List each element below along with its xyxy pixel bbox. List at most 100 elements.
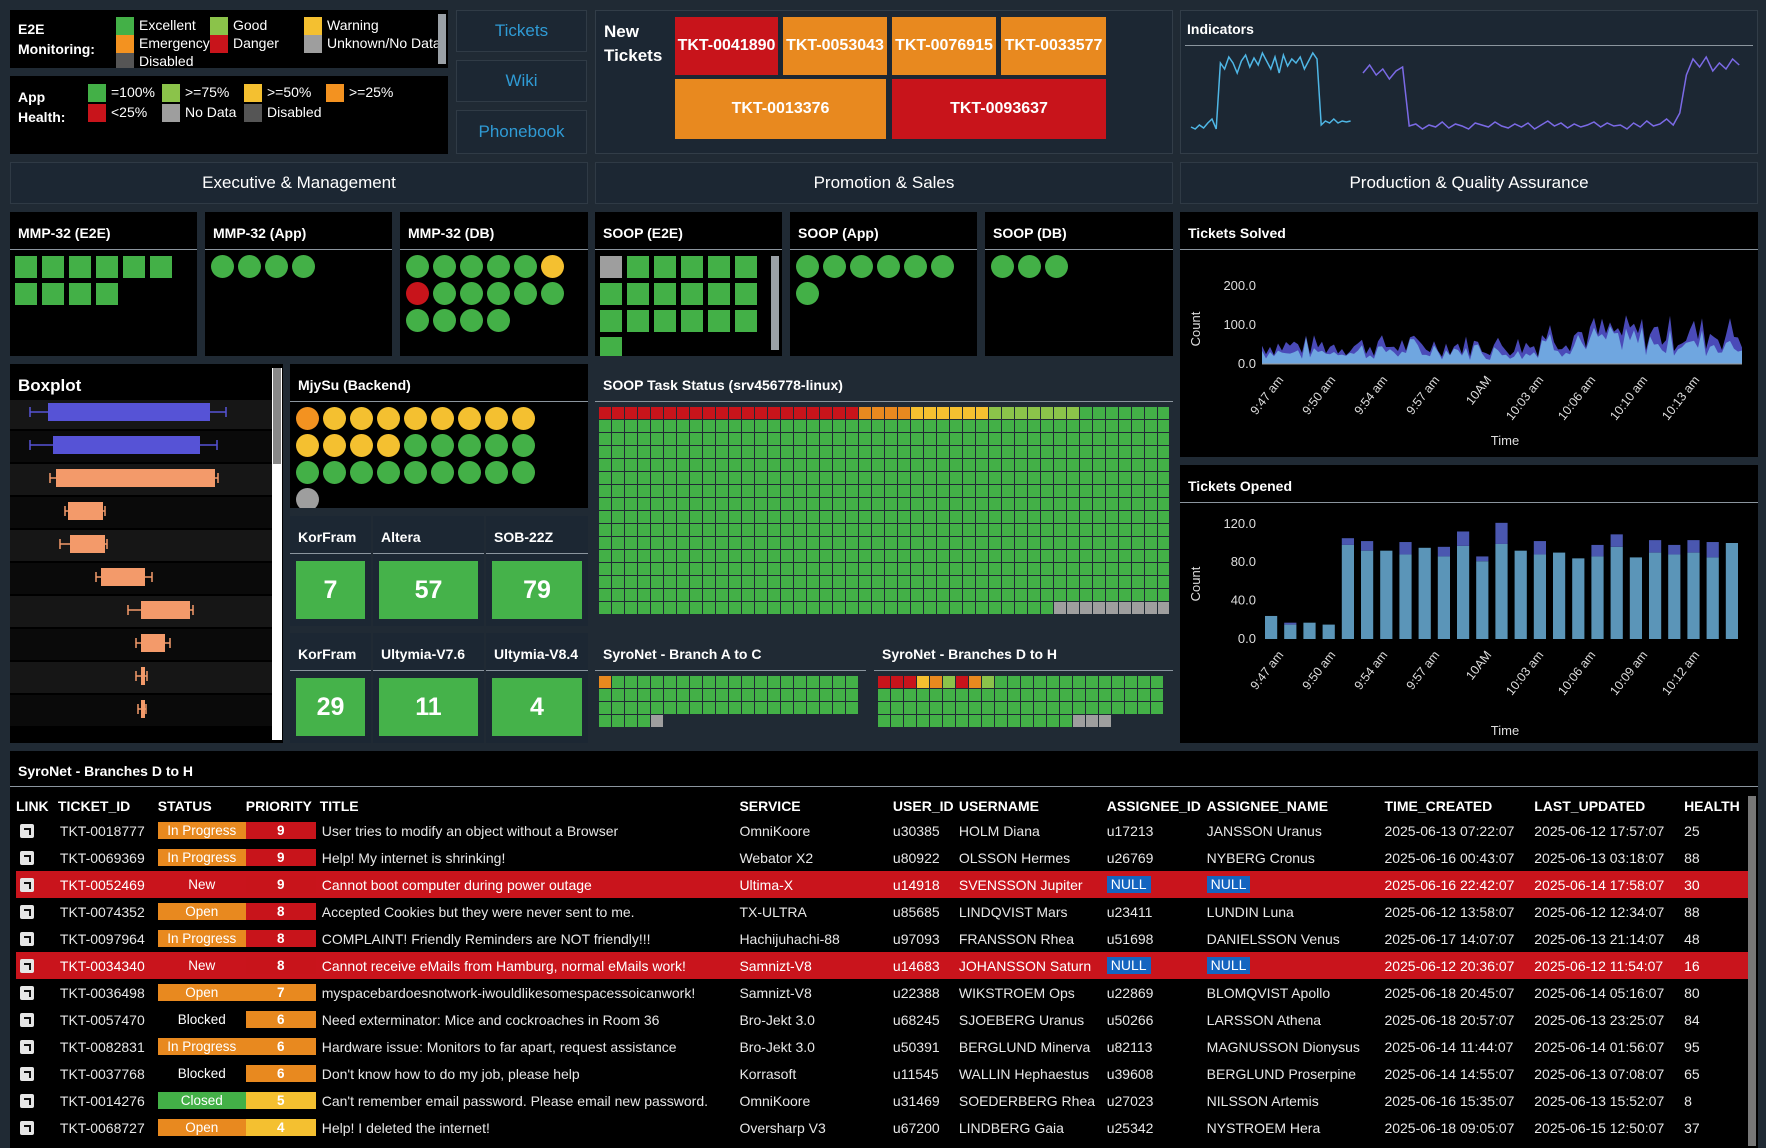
table-row[interactable]: TKT-0074352 Open 8 Accepted Cookies but the… bbox=[16, 898, 1754, 925]
bar bbox=[1591, 556, 1604, 639]
ticket-id: TKT-0034340 bbox=[57, 952, 158, 979]
new-ticket-button[interactable]: TKT-0041890 bbox=[675, 17, 778, 75]
kpi-tile[interactable]: KorFram 7 bbox=[290, 516, 371, 626]
kpi-tile[interactable]: Altera 57 bbox=[373, 516, 484, 626]
kpi-tile[interactable]: Ultymia-V8.4 4 bbox=[486, 633, 588, 743]
open-link-icon[interactable] bbox=[20, 1067, 34, 1081]
boxplot-scroll-track[interactable] bbox=[272, 368, 282, 740]
bar bbox=[1476, 561, 1489, 639]
table-row[interactable]: TKT-0069369 In Progress 9 Help! My internet… bbox=[16, 844, 1754, 871]
ticket-title: Help! My internet is shrinking! bbox=[321, 849, 506, 866]
status-badge: In Progress bbox=[157, 1038, 246, 1055]
table-row[interactable]: TKT-0052469 New 9 Cannot boot computer duri… bbox=[16, 871, 1754, 898]
legend-swatch bbox=[116, 35, 134, 54]
legend-swatch bbox=[88, 104, 106, 123]
column-header[interactable]: TITLE bbox=[319, 798, 359, 814]
kpi-tile[interactable]: Ultymia-V7.6 11 bbox=[373, 633, 484, 743]
open-link-icon[interactable] bbox=[20, 959, 34, 973]
status-dot bbox=[433, 282, 456, 305]
bar bbox=[1303, 622, 1316, 639]
soop-db-panel[interactable]: SOOP (DB) bbox=[985, 212, 1173, 356]
assignee-id: u27023 bbox=[1106, 1092, 1154, 1109]
boxplot-scrollbar[interactable] bbox=[273, 368, 281, 464]
nav-phonebook-button[interactable]: Phonebook bbox=[456, 110, 587, 154]
open-link-icon[interactable] bbox=[20, 932, 34, 946]
open-link-icon[interactable] bbox=[20, 1013, 34, 1027]
column-header[interactable]: LAST_UPDATED bbox=[1534, 798, 1646, 814]
assignee-id: u25342 bbox=[1106, 1119, 1154, 1136]
nav-wiki-button[interactable]: Wiki bbox=[456, 60, 587, 102]
mmp32-db-panel[interactable]: MMP-32 (DB) bbox=[400, 212, 588, 356]
username: SOEDERBERG Rhea bbox=[958, 1092, 1096, 1109]
open-link-icon[interactable] bbox=[20, 986, 34, 1000]
table-row[interactable]: TKT-0037768 Blocked 6 Don't know how to do … bbox=[16, 1060, 1754, 1087]
table-row[interactable]: TKT-0018777 In Progress 9 User tries to mod… bbox=[16, 817, 1754, 844]
panel-title: MMP-32 (App) bbox=[205, 212, 392, 250]
legend-swatch bbox=[162, 104, 180, 123]
open-link-icon[interactable] bbox=[20, 1094, 34, 1108]
ticket-id: TKT-0068727 bbox=[59, 1119, 145, 1136]
open-link-icon[interactable] bbox=[20, 1040, 34, 1054]
table-row[interactable]: TKT-0082831 In Progress 6 Hardware issue: M… bbox=[16, 1033, 1754, 1060]
table-row[interactable]: TKT-0034340 New 8 Cannot receive eMails fro… bbox=[16, 952, 1754, 979]
table-scrollbar[interactable] bbox=[1748, 796, 1756, 1146]
table-row[interactable]: TKT-0014276 Closed 5 Can't remember email p… bbox=[16, 1087, 1754, 1114]
column-header[interactable]: ASSIGNEE_NAME bbox=[1206, 798, 1329, 814]
last-updated: 2025-06-15 12:50:07 bbox=[1534, 1119, 1665, 1136]
ticket-id: TKT-0057470 bbox=[59, 1011, 145, 1028]
open-link-icon[interactable] bbox=[20, 878, 34, 892]
column-header[interactable]: LINK bbox=[16, 798, 49, 814]
column-header[interactable]: USERNAME bbox=[958, 798, 1039, 814]
table-row[interactable]: TKT-0057470 Blocked 6 Need exterminator: Mi… bbox=[16, 1006, 1754, 1033]
new-ticket-button[interactable]: TKT-0076915 bbox=[892, 17, 996, 75]
kpi-tile[interactable]: KorFram 29 bbox=[290, 633, 371, 743]
bar bbox=[1610, 546, 1623, 639]
open-link-icon[interactable] bbox=[20, 824, 34, 838]
new-tickets-label: New Tickets bbox=[604, 22, 663, 65]
new-ticket-button[interactable]: TKT-0093637 bbox=[892, 79, 1106, 139]
new-ticket-button[interactable]: TKT-0033577 bbox=[1001, 17, 1106, 75]
priority-badge: 8 bbox=[245, 930, 316, 947]
table-row[interactable]: TKT-0097964 In Progress 8 COMPLAINT! Friend… bbox=[16, 925, 1754, 952]
user-id: u85685 bbox=[892, 903, 940, 920]
soop-task-status-panel[interactable]: SOOP Task Status (srv456778-linux) bbox=[595, 364, 1173, 625]
column-header[interactable]: TIME_CREATED bbox=[1384, 798, 1493, 814]
app-health-legend-label: App Health: bbox=[18, 89, 66, 125]
e2e-legend-scrollbar[interactable] bbox=[438, 14, 446, 64]
column-header[interactable]: PRIORITY bbox=[245, 798, 312, 814]
status-dot bbox=[541, 282, 564, 305]
column-header[interactable]: TICKET_ID bbox=[57, 798, 131, 814]
mmp32-app-panel[interactable]: MMP-32 (App) bbox=[205, 212, 392, 356]
mmp32-e2e-panel[interactable]: MMP-32 (E2E) bbox=[10, 212, 197, 356]
nav-tickets-button[interactable]: Tickets bbox=[456, 10, 587, 52]
new-ticket-button[interactable]: TKT-0013376 bbox=[675, 79, 886, 139]
status-square bbox=[600, 256, 622, 278]
table-row[interactable]: TKT-0036498 Open 7 myspacebardoesnotwork-iw… bbox=[16, 979, 1754, 1006]
soop-app-panel[interactable]: SOOP (App) bbox=[790, 212, 977, 356]
x-tick-label: 9:47 am bbox=[1248, 373, 1287, 417]
open-link-icon[interactable] bbox=[20, 851, 34, 865]
soop-e2e-panel[interactable]: SOOP (E2E) bbox=[595, 212, 782, 356]
mjysu-backend-panel[interactable]: MjySu (Backend) bbox=[290, 364, 588, 508]
syronet-branch-d-h-panel[interactable]: SyroNet - Branches D to H bbox=[874, 633, 1173, 743]
new-ticket-button[interactable]: TKT-0053043 bbox=[783, 17, 887, 75]
column-header[interactable]: ASSIGNEE_ID bbox=[1106, 798, 1201, 814]
last-updated: 2025-06-12 12:34:07 bbox=[1534, 903, 1665, 920]
health: 80 bbox=[1684, 984, 1700, 1001]
kpi-title: Ultymia-V8.4 bbox=[486, 633, 588, 671]
kpi-tile[interactable]: SOB-22Z 79 bbox=[486, 516, 588, 626]
legend-item: >=75% bbox=[162, 83, 229, 103]
status-dot bbox=[406, 309, 429, 332]
kpi-value: 29 bbox=[296, 678, 365, 736]
column-header[interactable]: SERVICE bbox=[739, 798, 801, 814]
username: SJOEBERG Uranus bbox=[958, 1011, 1085, 1028]
column-header[interactable]: HEALTH bbox=[1684, 798, 1740, 814]
syronet-branch-a-c-panel[interactable]: SyroNet - Branch A to C bbox=[595, 633, 866, 743]
priority-badge: 9 bbox=[245, 822, 316, 839]
panel-scrollbar[interactable] bbox=[771, 256, 779, 350]
open-link-icon[interactable] bbox=[20, 1121, 34, 1135]
column-header[interactable]: USER_ID bbox=[892, 798, 954, 814]
table-row[interactable]: TKT-0068727 Open 4 Help! I deleted the inte… bbox=[16, 1114, 1754, 1141]
column-header[interactable]: STATUS bbox=[157, 798, 212, 814]
open-link-icon[interactable] bbox=[20, 905, 34, 919]
